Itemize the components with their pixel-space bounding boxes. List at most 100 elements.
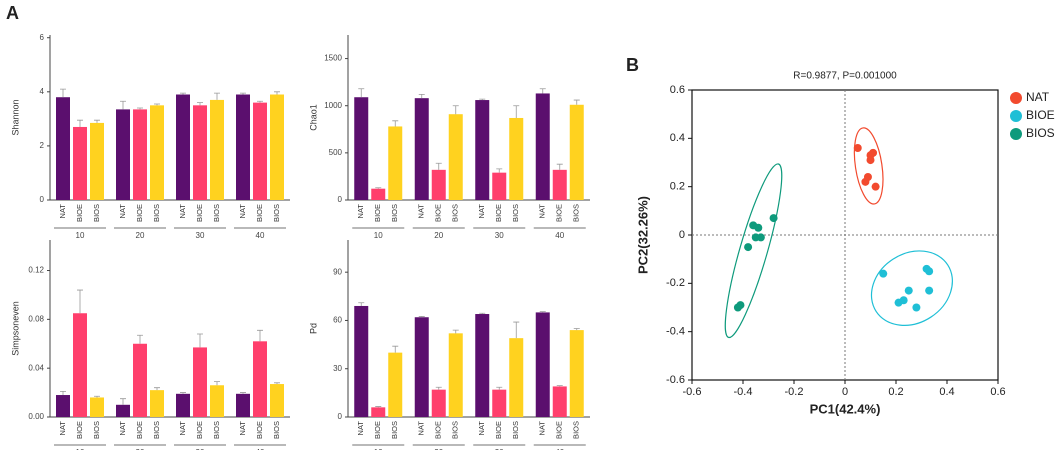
bar [448,333,463,417]
bar-label: BIOE [135,204,144,222]
x-tick-label: 40 [256,231,265,240]
bar-label: BIOS [511,421,520,439]
error-bar [539,311,546,313]
point [769,214,778,223]
point [869,148,878,157]
panel-label: B [626,55,639,75]
error-bar [496,386,503,390]
y-tick-label: 500 [329,148,343,157]
bar [414,98,429,200]
x-tick-label: 10 [76,448,85,450]
y-tick-label: -0.6 [666,374,685,386]
y-axis-label: Shannon [10,99,20,135]
y-tick-label: 0 [679,229,685,241]
legend-swatch [1010,92,1022,104]
bar [73,313,87,417]
confidence-ellipse [870,250,953,326]
x-tick-label: 0 [842,386,848,398]
bar [371,407,386,417]
y-tick-label: 0 [338,195,343,204]
bar-label: BIOS [390,421,399,439]
point [871,182,880,191]
bar [236,94,250,200]
bar-label: BIOS [272,204,281,222]
x-tick-label: -0.2 [785,386,804,398]
y-tick-label: 60 [333,316,342,325]
point [853,144,862,152]
bar [509,117,524,200]
bar-label: BIOE [75,204,84,222]
error-bar [573,99,580,105]
error-bar [120,100,126,110]
bar-label: BIOS [92,204,101,222]
error-bar [479,98,486,101]
error-bar [452,105,459,115]
error-bar [257,329,263,342]
bar [253,102,267,200]
y-tick-label: 0.2 [670,181,685,193]
error-bar [496,168,503,173]
legend-label: BIOE [1026,108,1055,122]
bar [90,397,104,417]
confidence-ellipse [724,163,783,339]
bar-label: BIOE [195,421,204,439]
bar [253,341,267,417]
error-bar [274,91,280,95]
bar-label: BIOE [75,421,84,439]
x-tick-label: 0.2 [888,386,903,398]
error-bar [392,120,399,127]
error-bar [479,312,486,315]
panel-label: A [6,3,19,23]
bar [116,404,130,417]
x-tick-label: 30 [495,231,504,240]
bar [176,393,190,417]
error-bar [94,119,100,123]
point [744,243,753,252]
y-tick-label: 0 [40,195,45,204]
bar [492,172,507,200]
bar [210,99,224,200]
error-bar [60,390,66,396]
bar [354,305,369,417]
bar [475,314,490,417]
bar [116,109,130,200]
bar [210,385,224,417]
bar [270,94,284,200]
bar-label: BIOS [92,421,101,439]
bar [509,338,524,417]
x-tick-label: 10 [76,231,85,240]
error-bar [214,381,220,386]
bar-label: BIOE [434,204,443,222]
bar-label: NAT [178,421,187,436]
bar-label: NAT [58,421,67,436]
error-bar [154,103,160,106]
error-bar [556,163,563,170]
x-tick-label: -0.4 [734,386,753,398]
x-tick-label: 40 [555,231,564,240]
y-tick-label: 0.6 [670,84,685,96]
point [925,286,934,295]
y-tick-label: 1500 [324,54,342,63]
error-bar [197,333,203,348]
bar-label: NAT [477,421,486,436]
y-tick-label: 0.08 [28,314,44,323]
bar [150,105,164,200]
x-tick-label: 20 [434,448,443,450]
error-bar [573,328,580,331]
bar-label: BIOE [135,421,144,439]
bar [193,105,207,200]
error-bar [358,302,365,306]
x-tick-label: 30 [196,448,205,450]
bar-label: NAT [118,421,127,436]
bar [371,188,386,200]
error-bar [154,387,160,391]
legend-swatch [1010,110,1022,122]
point [899,296,908,305]
chart-title: R=0.9877, P=0.001000 [793,71,897,82]
bar [270,384,284,417]
bar-label: NAT [477,204,486,219]
y-tick-label: -0.4 [666,326,685,338]
x-tick-label: 10 [374,448,383,450]
legend-swatch [1010,128,1022,140]
